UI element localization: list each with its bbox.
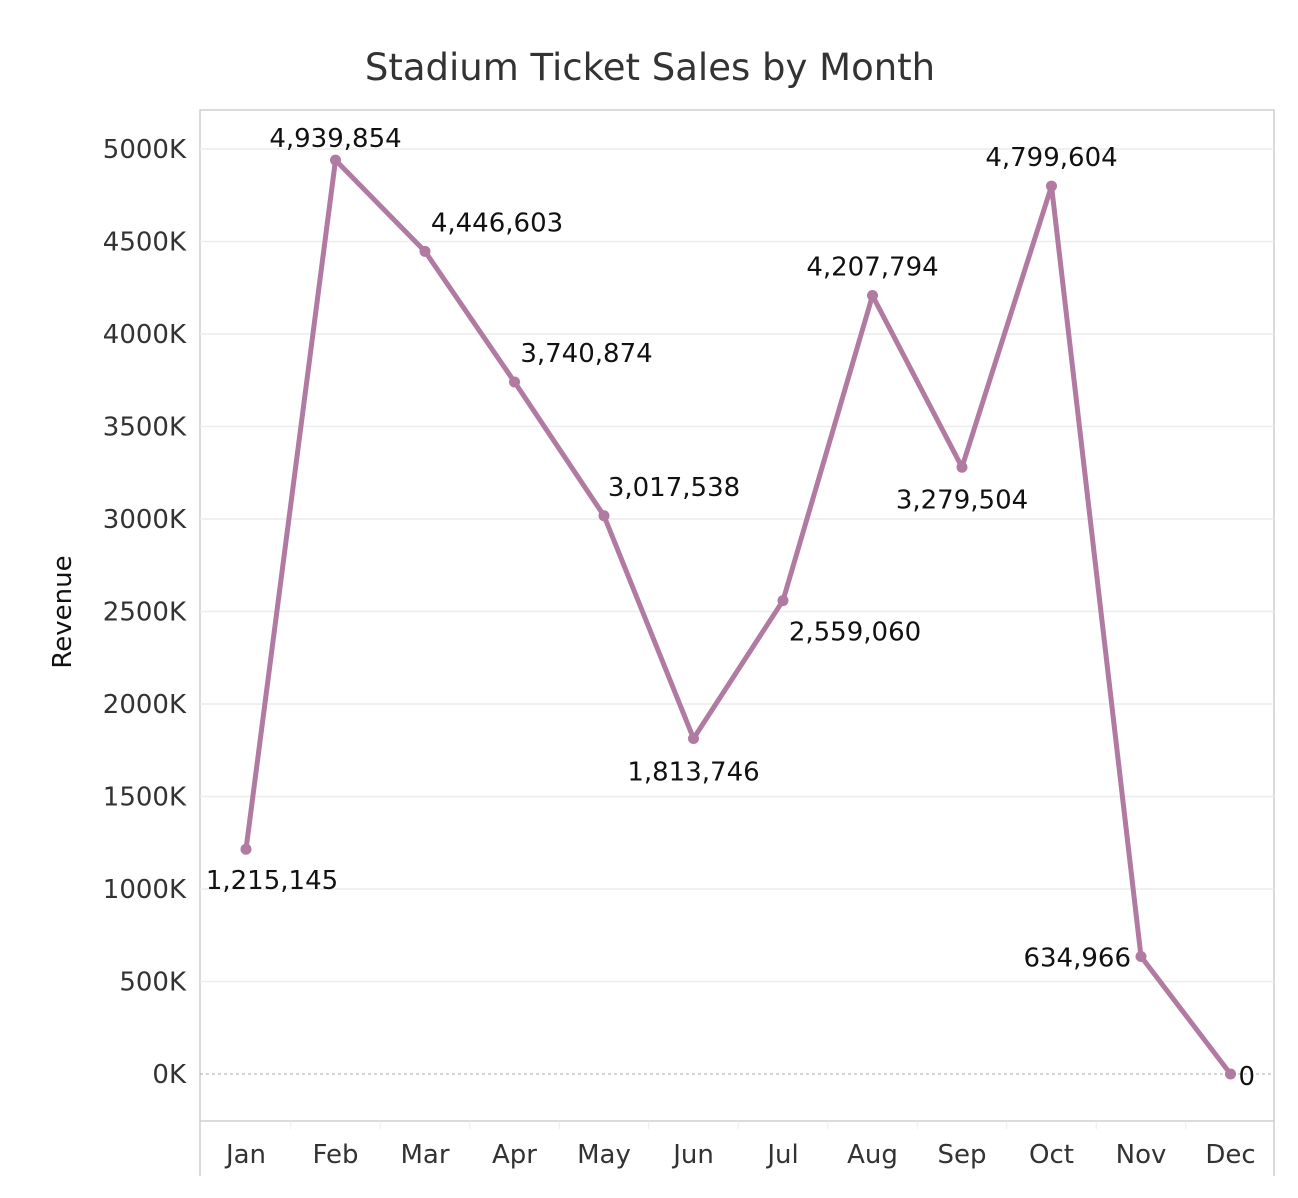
data-label: 1,813,746 (627, 757, 759, 787)
x-tick-label: Aug (847, 1140, 898, 1170)
data-label: 4,207,794 (806, 253, 938, 283)
data-label: 3,279,504 (896, 485, 1028, 515)
x-tick-label: Sep (937, 1140, 986, 1170)
x-tick-label: Jun (671, 1140, 714, 1170)
x-tick-label: Dec (1205, 1140, 1255, 1170)
data-label: 3,740,874 (520, 339, 652, 369)
x-tick-label: Jul (765, 1140, 798, 1170)
data-point (509, 376, 520, 388)
y-tick-label: 500K (119, 968, 187, 998)
y-axis-ticks: 0K 500K 1000K 1500K 2000K 2500K 3000K 3500K 4000… (103, 135, 187, 1090)
data-point (240, 843, 252, 855)
y-tick-label: 0K (152, 1060, 187, 1090)
x-tick-label: Feb (312, 1140, 358, 1170)
y-tick-label: 3000K (103, 505, 187, 535)
data-label: 4,799,604 (985, 143, 1117, 173)
series-line (243, 157, 1233, 1077)
y-tick-label: 4500K (103, 228, 187, 258)
data-label: 4,446,603 (431, 208, 563, 238)
data-label: 1,215,145 (206, 866, 338, 896)
data-point (867, 290, 878, 302)
data-label: 0 (1239, 1062, 1256, 1092)
y-tick-label: 2000K (103, 690, 187, 720)
data-point (1135, 951, 1147, 963)
data-labels: 1,215,145 4,939,854 4,446,603 3,740,874 3,01… (206, 124, 1255, 1092)
y-tick-label: 5000K (103, 135, 187, 165)
data-point (688, 732, 699, 744)
series-line-path (243, 157, 1233, 1077)
data-label: 3,017,538 (608, 473, 740, 503)
data-point (598, 510, 610, 522)
x-axis-ticks: Jan Feb Mar Apr May Jun Jul Aug Sep Oct Nov Dec (224, 1121, 1256, 1170)
chart-title: Stadium Ticket Sales by Month (365, 46, 935, 89)
data-points (240, 154, 1236, 1080)
x-tick-label: Mar (400, 1140, 449, 1170)
data-point (777, 595, 789, 607)
data-point (1225, 1068, 1236, 1080)
data-label: 4,939,854 (269, 124, 401, 154)
data-point (956, 461, 968, 473)
grid-lines (200, 148, 1274, 1075)
x-tick-label: Jan (224, 1140, 266, 1170)
data-point (330, 154, 341, 166)
data-point (1046, 180, 1057, 192)
y-tick-label: 4000K (103, 320, 187, 350)
data-label: 2,559,060 (789, 618, 921, 648)
y-axis-label: Revenue (48, 555, 78, 668)
y-tick-label: 2500K (103, 598, 187, 628)
plot-frame (199, 109, 1275, 1176)
y-tick-label: 1500K (103, 783, 187, 813)
plot-area-border (199, 109, 1275, 1122)
y-tick-label: 1000K (103, 875, 187, 905)
y-tick-label: 3500K (103, 413, 187, 443)
data-point (419, 245, 431, 257)
x-tick-label: Nov (1116, 1140, 1167, 1170)
x-tick-label: May (577, 1140, 631, 1170)
data-label: 634,966 (1023, 944, 1131, 974)
x-tick-label: Apr (492, 1140, 537, 1170)
x-tick-label: Oct (1029, 1140, 1074, 1170)
